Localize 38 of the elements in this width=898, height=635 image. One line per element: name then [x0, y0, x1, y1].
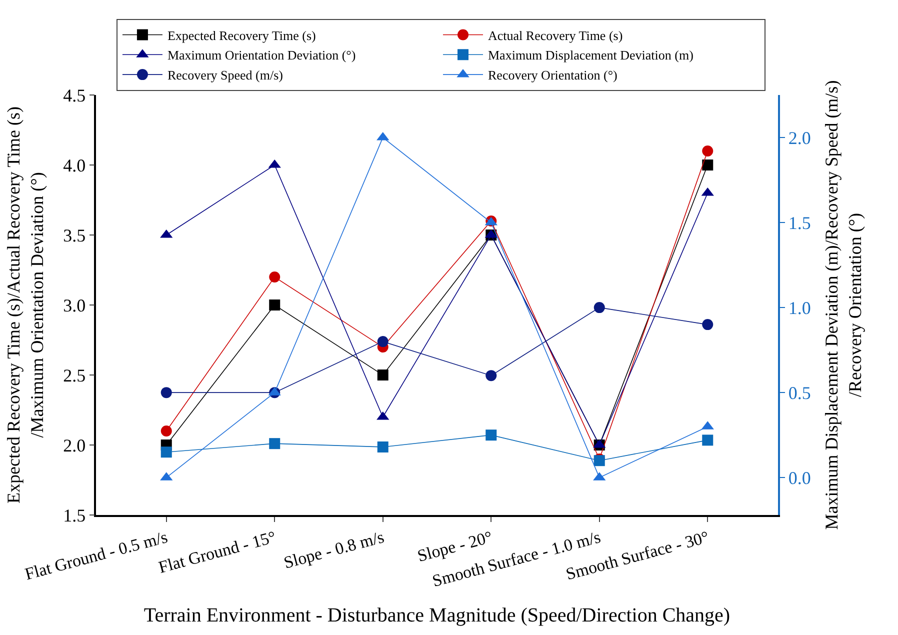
point [269, 272, 280, 282]
point [160, 387, 172, 398]
point [377, 441, 388, 452]
point [269, 300, 280, 310]
y-tick-label: 3.5 [63, 225, 86, 246]
y2-tick-label: 2.0 [788, 128, 811, 148]
x-tick-label: Slope - 0.8 m/s [282, 527, 386, 572]
y-axis-title: Expected Recovery Time (s)/Actual Recovery Time (s)/Maximum Orientation Deviation (°) [3, 106, 47, 504]
point [160, 426, 172, 436]
point [594, 302, 605, 314]
y-tick-label: 4.5 [63, 85, 86, 106]
point [702, 434, 714, 446]
y2-tick-label: 0.0 [788, 468, 811, 488]
y-tick-label: 1.5 [63, 505, 86, 526]
y2-tick-label: 0.5 [788, 382, 811, 403]
point [377, 336, 388, 348]
y-tick-label: 2.0 [63, 435, 86, 456]
point [702, 146, 714, 156]
legend-label: Recovery Speed (m/s) [167, 68, 283, 83]
y-tick-label: 2.5 [63, 365, 86, 386]
y-tick-label: 4.0 [63, 155, 86, 176]
legend-label: Maximum Displacement Deviation (m) [488, 48, 694, 63]
point [486, 430, 497, 441]
point [377, 370, 388, 380]
y2-tick-label: 1.0 [788, 298, 811, 318]
point [702, 319, 714, 330]
point [702, 160, 714, 170]
y2-axis-title: Maximum Displacement Deviation (m)/Recovery Speed (m/s)/Recovery Orientation (°) [821, 80, 865, 530]
legend-label: Recovery Orientation (°) [488, 68, 618, 83]
y-tick-label: 3.0 [63, 295, 86, 316]
point [160, 446, 172, 458]
x-axis-title: Terrain Environment - Disturbance Magnitude (Speed/Direction Change) [144, 604, 730, 627]
point [269, 438, 280, 450]
legend-label: Actual Recovery Time (s) [488, 28, 623, 43]
legend-label: Maximum Orientation Deviation (°) [167, 48, 356, 63]
y2-tick-label: 1.5 [788, 212, 811, 233]
point [486, 370, 497, 382]
legend-label: Expected Recovery Time (s) [167, 28, 316, 43]
